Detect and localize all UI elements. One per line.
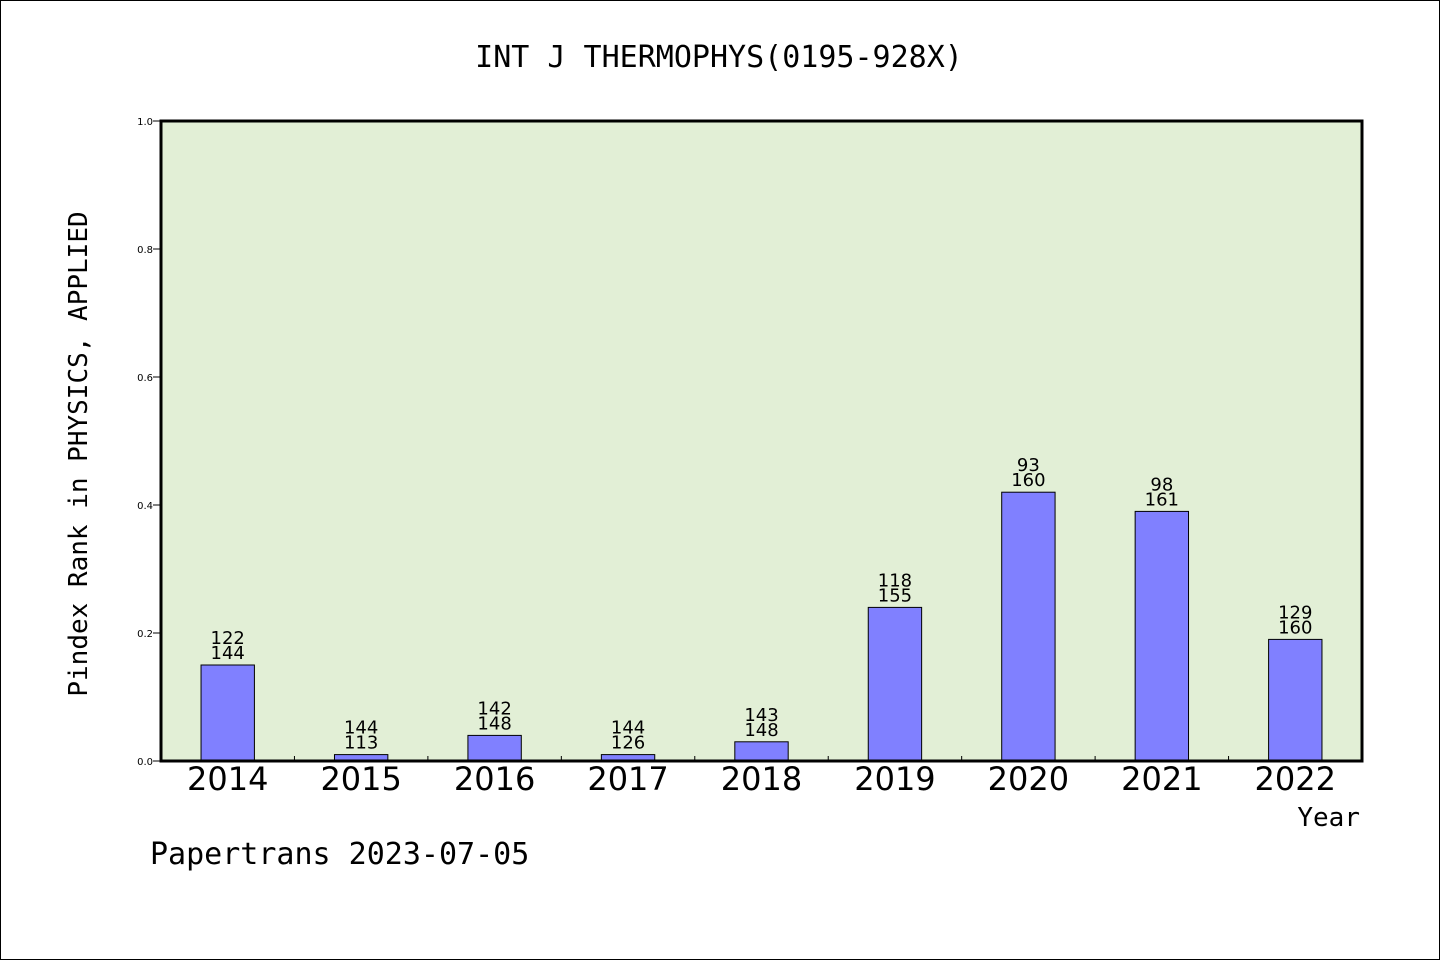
bar-2021 xyxy=(1134,510,1190,762)
bar-annotation-bottom: 113 xyxy=(344,733,378,754)
bar-annotation-top: 142 xyxy=(477,698,511,719)
y-axis-label: Pindex Rank in PHYSICS, APPLIED xyxy=(64,211,94,696)
bar-annotation-bottom: 161 xyxy=(1145,489,1179,510)
x-tick-label: 2019 xyxy=(854,760,935,798)
y-tick-label: 1.0 xyxy=(137,117,153,128)
bar-annotation-bottom: 126 xyxy=(611,733,645,754)
bar-annotation-top: 118 xyxy=(878,570,912,591)
x-tick-label: 2020 xyxy=(988,760,1069,798)
bar-2020 xyxy=(1001,491,1056,762)
x-tick-label: 2022 xyxy=(1255,760,1336,798)
x-tick-label: 2016 xyxy=(454,760,535,798)
chart-title: INT J THERMOPHYS(0195-928X) xyxy=(475,40,963,75)
y-tick-label: 0.8 xyxy=(137,245,153,256)
bar-annotation-bottom: 148 xyxy=(477,713,511,734)
bar-2018 xyxy=(734,741,789,762)
bar-2022 xyxy=(1268,638,1323,762)
x-tick-label: 2017 xyxy=(587,760,668,798)
bar-annotation-top: 144 xyxy=(611,718,645,739)
x-axis-label: Year xyxy=(1297,803,1360,833)
bar-2016 xyxy=(467,734,522,762)
bar-annotation-bottom: 144 xyxy=(211,643,245,664)
bar-annotation-top: 122 xyxy=(211,628,245,649)
bar-annotation-top: 93 xyxy=(1017,455,1040,476)
y-tick-label: 0.0 xyxy=(137,757,153,768)
bar-annotation-top: 144 xyxy=(344,718,378,739)
bar-annotation-top: 98 xyxy=(1150,474,1173,495)
x-tick-label: 2018 xyxy=(721,760,802,798)
bar-annotation-bottom: 160 xyxy=(1011,470,1045,491)
bar-annotation-bottom: 148 xyxy=(744,720,778,741)
bar-annotation-bottom: 160 xyxy=(1278,617,1312,638)
bar-2019 xyxy=(867,606,923,762)
x-tick-label: 2014 xyxy=(187,760,268,798)
x-axis: 2014 2015 2016 2017 2018 2019 2020 2021 2022 xyxy=(187,756,1336,798)
bar-annotation-top: 143 xyxy=(744,705,778,726)
y-tick-label: 0.6 xyxy=(137,373,153,384)
y-tick-label: 0.2 xyxy=(137,629,153,640)
x-tick-label: 2021 xyxy=(1121,760,1202,798)
bar-annotation-top: 129 xyxy=(1278,602,1312,623)
y-axis: 0.0 0.2 0.4 0.6 0.8 1.0 xyxy=(137,117,161,768)
x-tick-label: 2015 xyxy=(320,760,401,798)
footer-credit: Papertrans 2023-07-05 xyxy=(150,837,529,872)
bar-2014 xyxy=(200,664,255,762)
bar-annotation-bottom: 155 xyxy=(878,585,912,606)
plot-border xyxy=(159,119,1364,763)
y-tick-label: 0.4 xyxy=(137,501,153,512)
